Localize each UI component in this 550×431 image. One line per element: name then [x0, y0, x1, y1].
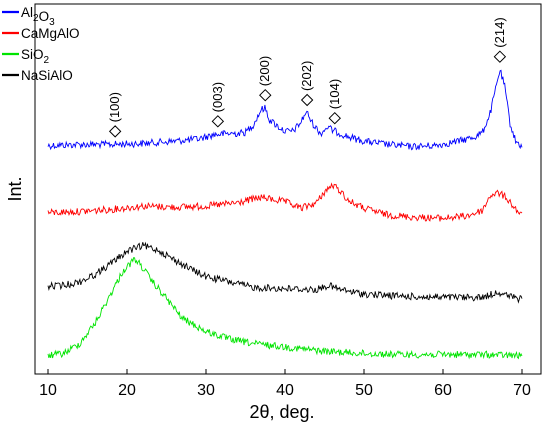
- x-tick-label: 30: [197, 382, 215, 399]
- peak-marker: [328, 111, 341, 125]
- peak-label: (214): [492, 17, 507, 47]
- x-tick-label: 40: [276, 382, 294, 399]
- peak-label: (100): [107, 92, 122, 122]
- peak-label: (003): [210, 82, 225, 112]
- x-tick-label: 10: [39, 382, 57, 399]
- peak-label: (200): [257, 56, 272, 86]
- series-line-nasialo: [47, 241, 523, 304]
- x-tick-label: 50: [355, 382, 373, 399]
- y-axis-title: Int.: [5, 176, 25, 201]
- peak-label: (104): [327, 79, 342, 109]
- legend-label-al2o3: Al2O3: [21, 5, 55, 28]
- plot-frame: [34, 3, 542, 375]
- peak-marker: [211, 115, 225, 128]
- x-axis-ticks: 10 20 30 40 50 60 70: [39, 369, 531, 399]
- x-tick-label: 60: [434, 382, 452, 399]
- legend-label-sio2: SiO2: [21, 47, 50, 66]
- x-axis-title: 2θ, deg.: [249, 402, 314, 422]
- x-tick-label: 20: [118, 382, 136, 399]
- peak-marker: [259, 88, 272, 102]
- series-group: [47, 69, 523, 360]
- peak-marker: [108, 125, 122, 138]
- series-line-sio2: [47, 257, 523, 360]
- peak-marker: [300, 93, 314, 107]
- series-line-al2o3: [47, 69, 523, 151]
- x-tick-label: 70: [513, 382, 531, 399]
- series-line-camgalo: [47, 182, 523, 222]
- peak-marker: [493, 50, 507, 63]
- peak-annotations: (100) (003) (200) (202) (104) (214): [107, 17, 507, 138]
- peak-label: (202): [299, 61, 314, 91]
- legend-label-nasialo: NaSiAlO: [21, 68, 73, 83]
- legend-label-camgalo: CaMgAlO: [21, 26, 80, 41]
